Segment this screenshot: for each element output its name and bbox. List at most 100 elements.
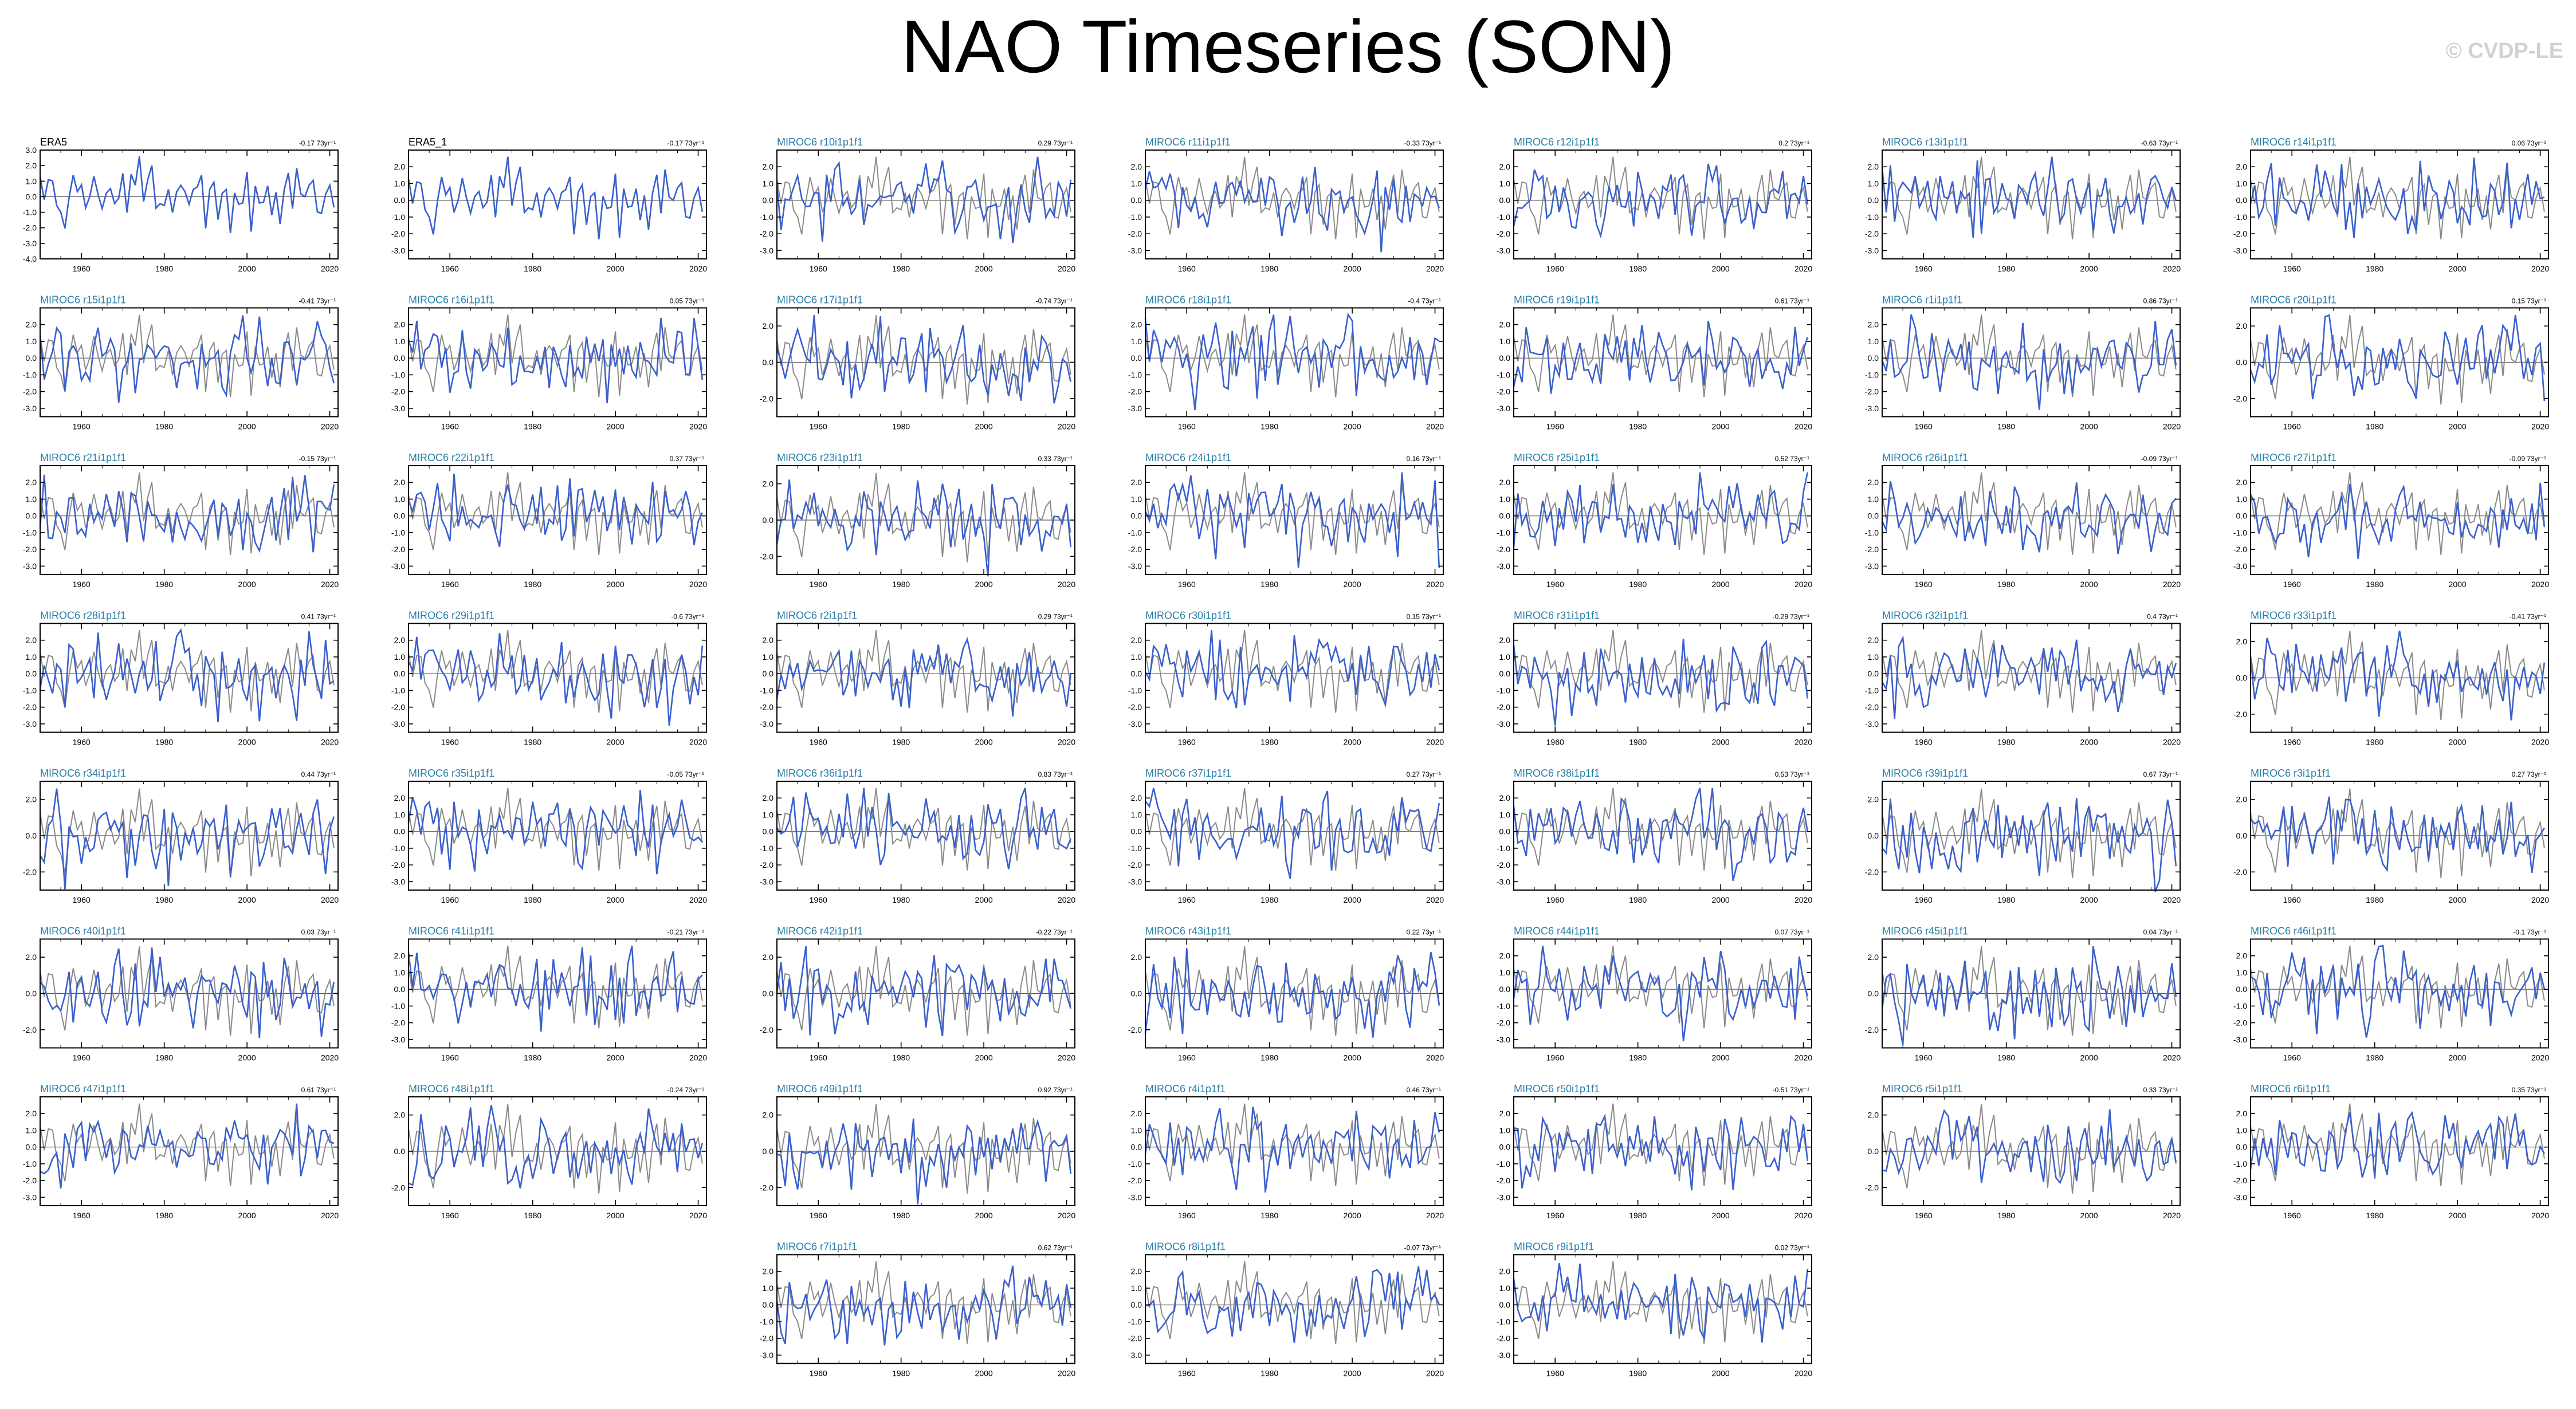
y-tick-label: -2.0	[1128, 387, 1142, 396]
y-tick-label: 2.0	[2236, 162, 2248, 171]
y-tick-label: 2.0	[1499, 478, 1511, 487]
y-tick-label: 1.0	[26, 494, 37, 503]
panel-title: MIROC6 r1i1p1f1	[1882, 294, 1962, 306]
y-tick-label: -2.0	[2233, 229, 2247, 238]
y-tick-label: 1.0	[2236, 494, 2248, 503]
x-tick-label: 2000	[975, 422, 993, 431]
y-tick-label: -1.0	[1497, 370, 1510, 379]
x-tick-label: 1960	[1546, 264, 1564, 273]
y-tick-label: -2.0	[23, 387, 37, 396]
y-tick-label: -3.0	[2233, 561, 2247, 570]
panel-title: MIROC6 r14i1p1f1	[2251, 136, 2337, 148]
x-tick-label: 1980	[1997, 1053, 2015, 1062]
x-tick-label: 2020	[1794, 738, 1812, 747]
panel: MIROC6 r48i1p1f1 -0.24 73yr⁻¹ 2.0 0.0 -2.0 19…	[391, 1083, 707, 1220]
panel-title: MIROC6 r28i1p1f1	[40, 610, 126, 621]
x-tick-label: 1980	[524, 264, 541, 273]
y-tick-label: 0.0	[1499, 1300, 1511, 1309]
plot-frame	[776, 1254, 1075, 1364]
panel-trend-label: 0.62 73yr⁻¹	[1038, 1244, 1073, 1252]
x-tick-label: 2000	[238, 1211, 256, 1220]
panel-title: MIROC6 r32i1p1f1	[1882, 610, 1968, 621]
y-tick-label: -1.0	[1865, 370, 1879, 379]
panel: MIROC6 r5i1p1f1 0.33 73yr⁻¹ 2.0 0.0 -2.0 1960…	[1865, 1083, 2181, 1220]
panel: MIROC6 r10i1p1f1 0.29 73yr⁻¹ 2.0 1.0 0.0 -1.0…	[760, 136, 1075, 273]
simulated-series-line	[776, 479, 1072, 577]
x-tick-label: 1980	[155, 580, 173, 589]
y-tick-label: 2.0	[26, 1109, 37, 1118]
x-tick-label: 1980	[155, 1053, 173, 1062]
y-tick-label: -2.0	[1865, 1183, 1879, 1192]
x-tick-label: 1980	[1629, 1369, 1647, 1378]
plot-frame	[1145, 623, 1444, 733]
y-tick-label: 0.0	[763, 827, 774, 836]
observed-series-line	[40, 788, 335, 878]
y-tick-label: 2.0	[1868, 953, 1879, 962]
x-tick-label: 1980	[892, 1053, 910, 1062]
y-tick-label: 0.0	[26, 989, 37, 998]
y-tick-label: 0.0	[763, 1147, 774, 1156]
y-tick-label: 0.0	[2236, 674, 2248, 683]
x-tick-label: 2020	[1794, 1053, 1812, 1062]
y-tick-label: -2.0	[1865, 867, 1879, 876]
panel: MIROC6 r20i1p1f1 0.15 73yr⁻¹ 2.0 0.0 -2.0 196…	[2233, 294, 2549, 431]
panel-trend-label: 0.29 73yr⁻¹	[1038, 139, 1073, 147]
panel: MIROC6 r45i1p1f1 0.04 73yr⁻¹ 2.0 0.0 -2.0 196…	[1865, 926, 2181, 1062]
panel-title: MIROC6 r49i1p1f1	[777, 1083, 863, 1095]
y-tick-label: -2.0	[391, 1183, 405, 1192]
y-tick-label: 0.0	[394, 511, 406, 521]
y-tick-label: -3.0	[760, 719, 773, 729]
x-tick-label: 2020	[321, 895, 339, 904]
y-tick-label: 0.0	[2236, 831, 2248, 840]
panel-trend-label: 0.06 73yr⁻¹	[2512, 139, 2546, 147]
x-tick-label: 2000	[975, 1053, 993, 1062]
x-tick-label: 1980	[2366, 422, 2383, 431]
x-tick-label: 2000	[975, 1211, 993, 1220]
y-tick-label: -3.0	[391, 404, 405, 413]
y-tick-label: -1.0	[2233, 1001, 2247, 1010]
simulated-series-line	[776, 315, 1072, 404]
observed-series-line	[1513, 314, 1808, 397]
y-tick-label: -2.0	[1128, 229, 1142, 238]
y-tick-label: 2.0	[394, 636, 406, 645]
panel: MIROC6 r29i1p1f1 -0.6 73yr⁻¹ 2.0 1.0 0.0 -1.0…	[391, 610, 707, 747]
observed-series-line	[1145, 156, 1440, 239]
y-tick-label: 1.0	[2236, 179, 2248, 188]
x-tick-label: 1960	[2283, 895, 2301, 904]
x-tick-label: 1980	[524, 580, 541, 589]
y-tick-label: -1.0	[1128, 1317, 1142, 1326]
panel: MIROC6 r13i1p1f1 -0.63 73yr⁻¹ 2.0 1.0 0.0 -1.…	[1865, 136, 2181, 273]
x-tick-label: 2000	[238, 422, 256, 431]
x-tick-label: 2000	[1344, 895, 1361, 904]
x-tick-label: 2000	[2449, 738, 2467, 747]
simulated-series-line	[1144, 630, 1440, 709]
x-tick-label: 2020	[1058, 1053, 1075, 1062]
panel: MIROC6 r3i1p1f1 0.27 73yr⁻¹ 2.0 0.0 -2.0 1960…	[2233, 768, 2549, 904]
y-tick-label: 1.0	[1131, 810, 1142, 819]
x-tick-label: 1960	[1546, 1053, 1564, 1062]
y-tick-label: 1.0	[763, 652, 774, 662]
y-tick-label: 2.0	[763, 479, 774, 489]
observed-series-line	[40, 314, 335, 397]
y-tick-label: -1.0	[391, 686, 405, 695]
panel: MIROC6 r26i1p1f1 -0.09 73yr⁻¹ 2.0 1.0 0.0 -1.…	[1865, 452, 2181, 589]
y-tick-label: 2.0	[763, 321, 774, 330]
x-tick-label: 2020	[321, 1053, 339, 1062]
y-tick-label: 1.0	[1499, 1125, 1511, 1135]
x-tick-label: 2020	[2531, 738, 2549, 747]
x-tick-label: 1980	[2366, 580, 2383, 589]
x-tick-label: 1960	[810, 264, 827, 273]
simulated-series-line	[1145, 1266, 1440, 1343]
x-tick-label: 2000	[2449, 580, 2467, 589]
observed-series-line	[1882, 946, 2177, 1036]
x-tick-label: 1960	[810, 1053, 827, 1062]
x-tick-label: 1980	[524, 895, 541, 904]
y-tick-label: -1.0	[1128, 844, 1142, 853]
plot-frame	[1882, 623, 2181, 733]
x-tick-label: 1960	[810, 1211, 827, 1220]
panel-trend-label: 0.07 73yr⁻¹	[1775, 928, 1809, 936]
panel-trend-label: 0.92 73yr⁻¹	[1038, 1086, 1073, 1094]
x-tick-label: 2020	[2531, 1053, 2549, 1062]
observed-series-line	[1513, 630, 1808, 713]
observed-series-line	[1145, 1103, 1440, 1186]
